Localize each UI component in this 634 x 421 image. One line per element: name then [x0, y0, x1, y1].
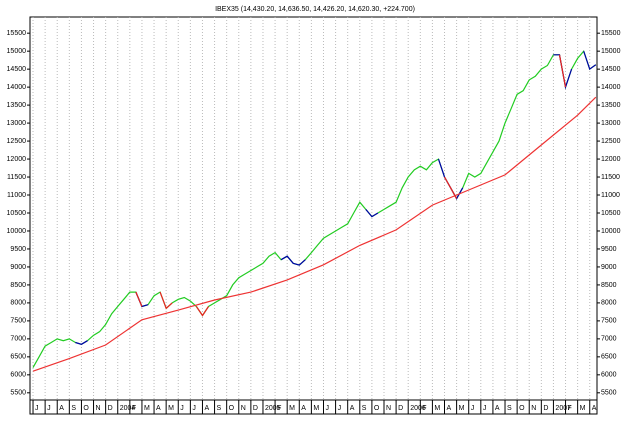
- x-tick-label: A: [204, 405, 209, 412]
- y-tick-label: 5500: [10, 390, 26, 397]
- x-tick-label: N: [96, 405, 101, 412]
- y-tick-label: 8500: [10, 282, 26, 289]
- x-tick-label: F: [132, 405, 136, 412]
- y-tick-label: 10000: [601, 228, 621, 235]
- y-tick-label: 7500: [10, 318, 26, 325]
- y-tick-label: 13000: [7, 120, 27, 127]
- y-tick-label: 13500: [7, 102, 27, 109]
- y-tick-label: 6500: [10, 354, 26, 361]
- x-tick-label: O: [374, 405, 380, 412]
- x-tick-label: N: [241, 405, 246, 412]
- x-tick-label: S: [507, 405, 512, 412]
- y-tick-label: 15500: [7, 30, 27, 37]
- x-tick-label: A: [592, 405, 597, 412]
- price-line: [32, 96, 597, 372]
- x-tick-label: J: [483, 405, 487, 412]
- y-tick-label: 15000: [7, 48, 27, 55]
- y-tick-label: 12500: [601, 138, 621, 145]
- x-tick-label: J: [338, 405, 342, 412]
- x-tick-label: S: [217, 405, 222, 412]
- x-tick-label: J: [47, 405, 51, 412]
- x-tick-label: A: [447, 405, 452, 412]
- y-tick-label: 8500: [601, 282, 617, 289]
- x-tick-label: D: [543, 405, 548, 412]
- y-tick-label: 14000: [7, 84, 27, 91]
- x-tick-label: M: [434, 405, 440, 412]
- x-tick-label: D: [108, 405, 113, 412]
- y-tick-label: 6000: [601, 372, 617, 379]
- x-tick-label: M: [459, 405, 465, 412]
- y-tick-label: 10500: [7, 210, 27, 217]
- x-tick-label: J: [35, 405, 39, 412]
- x-tick-label: F: [277, 405, 281, 412]
- x-tick-label: M: [289, 405, 295, 412]
- y-tick-label: 7000: [10, 336, 26, 343]
- y-tick-label: 9000: [10, 264, 26, 271]
- y-tick-label: 9500: [10, 246, 26, 253]
- y-tick-label: 11500: [7, 174, 26, 181]
- x-tick-label: O: [83, 405, 89, 412]
- x-tick-label: J: [325, 405, 329, 412]
- y-tick-label: 10000: [7, 228, 27, 235]
- y-tick-label: 14500: [601, 66, 621, 73]
- x-tick-label: A: [301, 405, 306, 412]
- y-tick-label: 8000: [601, 300, 617, 307]
- price-line: [135, 54, 567, 317]
- y-tick-label: 7500: [601, 318, 617, 325]
- y-tick-label: 9000: [601, 264, 617, 271]
- y-tick-label: 14500: [7, 66, 27, 73]
- x-tick-label: D: [253, 405, 258, 412]
- price-line: [32, 49, 597, 368]
- y-tick-label: 11500: [601, 174, 620, 181]
- x-tick-label: 2006: [410, 405, 426, 412]
- x-tick-label: M: [580, 405, 586, 412]
- x-tick-label: O: [519, 405, 525, 412]
- x-tick-label: 2005: [265, 405, 281, 412]
- y-tick-label: 13000: [601, 120, 621, 127]
- x-tick-label: M: [144, 405, 150, 412]
- x-tick-label: F: [568, 405, 572, 412]
- x-tick-label: M: [168, 405, 174, 412]
- x-tick-label: F: [422, 405, 426, 412]
- y-tick-label: 15500: [601, 30, 621, 37]
- x-tick-label: M: [313, 405, 319, 412]
- y-tick-label: 10500: [601, 210, 621, 217]
- y-tick-label: 12500: [7, 138, 27, 145]
- y-tick-label: 11000: [601, 192, 620, 199]
- x-tick-label: S: [362, 405, 367, 412]
- y-tick-label: 15000: [601, 48, 621, 55]
- x-tick-label: O: [229, 405, 235, 412]
- x-tick-label: D: [398, 405, 403, 412]
- x-tick-label: J: [192, 405, 196, 412]
- x-tick-label: A: [156, 405, 161, 412]
- y-tick-label: 12000: [601, 156, 621, 163]
- x-tick-label: 2007: [555, 405, 571, 412]
- chart-title: IBEX35 (14,430.20, 14,636.50, 14,426.20,…: [215, 6, 415, 13]
- x-tick-label: A: [59, 405, 64, 412]
- x-tick-label: J: [180, 405, 184, 412]
- x-tick-label: A: [495, 405, 500, 412]
- x-tick-label: J: [471, 405, 475, 412]
- y-tick-label: 11000: [7, 192, 26, 199]
- y-tick-label: 6000: [10, 372, 26, 379]
- x-tick-label: N: [531, 405, 536, 412]
- y-tick-label: 13500: [601, 102, 621, 109]
- x-tick-label: N: [386, 405, 391, 412]
- x-axis-band: [29, 399, 598, 415]
- y-tick-label: 9500: [601, 246, 617, 253]
- y-tick-label: 12000: [7, 156, 27, 163]
- y-tick-label: 14000: [601, 84, 621, 91]
- y-tick-label: 6500: [601, 354, 617, 361]
- x-tick-label: A: [350, 405, 355, 412]
- y-tick-label: 5500: [601, 390, 617, 397]
- y-tick-label: 8000: [10, 300, 26, 307]
- y-tick-label: 7000: [601, 336, 617, 343]
- x-tick-label: 2004: [120, 405, 136, 412]
- x-tick-label: S: [71, 405, 76, 412]
